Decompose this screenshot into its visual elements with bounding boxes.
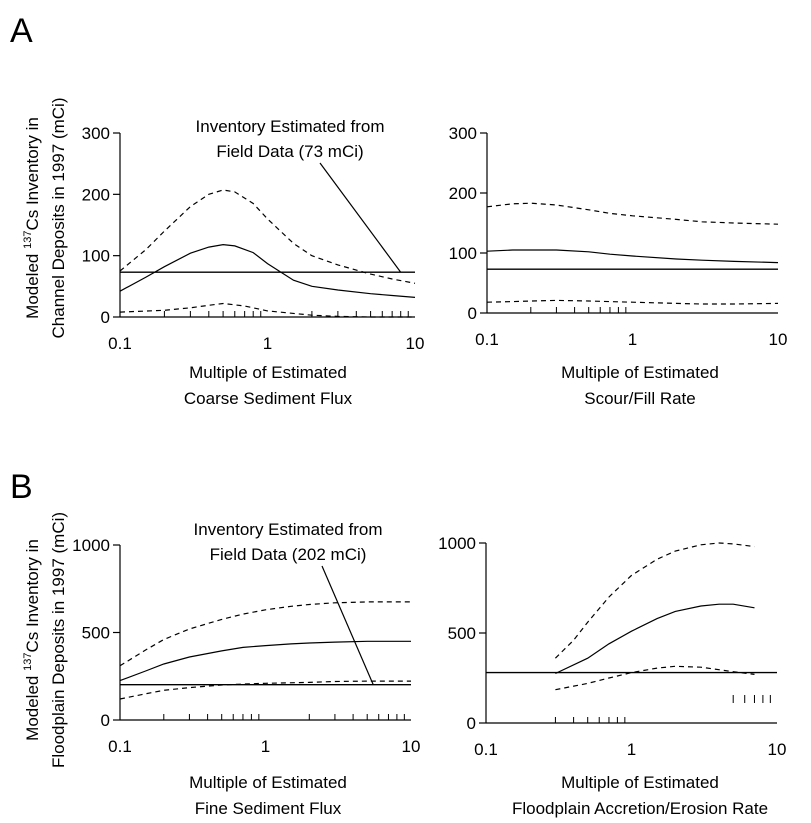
y-tick-label: 0	[468, 304, 477, 323]
chart-floodplain-fine-flux: Modeled 137Cs Inventory in Floodplain De…	[22, 512, 420, 818]
x-tick-label: 0.1	[108, 334, 132, 353]
y-tick-label: 0	[101, 308, 110, 327]
x-axis-label-line2: Coarse Sediment Flux	[184, 389, 353, 408]
x-tick-label: 10	[406, 334, 425, 353]
y-tick-label: 0	[467, 714, 476, 733]
annotation-line1: Inventory Estimated from	[196, 117, 385, 136]
series-line-solid	[486, 249, 779, 264]
x-axis-label-line1: Multiple of Estimated	[561, 773, 719, 792]
series-line-dashed-1	[119, 601, 411, 667]
series-line-dashed-1	[554, 542, 755, 659]
x-axis-label-line1: Multiple of Estimated	[561, 363, 719, 382]
series-line-dashed-2	[486, 299, 779, 305]
series-line-solid	[119, 243, 416, 298]
y-tick-label: 500	[448, 624, 476, 643]
y-axis-label-line2: Floodplain Deposits in 1997 (mCi)	[49, 512, 68, 768]
x-tick-label: 1	[261, 737, 270, 756]
y-tick-label: 300	[449, 124, 477, 143]
x-tick-label: 0.1	[108, 737, 132, 756]
x-tick-label: 10	[402, 737, 421, 756]
series-line-dashed-2	[555, 665, 755, 691]
y-tick-label: 100	[82, 247, 110, 266]
x-tick-label: 10	[769, 330, 788, 349]
chart-floodplain-accretion: Multiple of Estimated Floodplain Accreti…	[438, 534, 786, 818]
x-tick-label: 1	[263, 334, 272, 353]
series-line-solid	[555, 603, 755, 675]
annotation-leader-line	[319, 162, 402, 273]
x-tick-label: 1	[628, 330, 637, 349]
x-tick-label: 0.1	[475, 330, 499, 349]
y-tick-label: 0	[101, 711, 110, 730]
x-axis-label-line2: Scour/Fill Rate	[584, 389, 695, 408]
y-tick-label: 200	[82, 185, 110, 204]
y-axis-label-line1: Modeled 137Cs Inventory in	[22, 539, 42, 741]
y-tick-label: 1000	[72, 536, 110, 555]
x-tick-label: 1	[627, 740, 636, 759]
y-axis-label-line2: Channel Deposits in 1997 (mCi)	[49, 98, 68, 339]
chart-channel-scour-fill: Multiple of Estimated Scour/Fill Rate 0 1…	[449, 124, 788, 408]
x-axis-label-line2: Fine Sediment Flux	[195, 799, 342, 818]
chart-channel-coarse-flux: Modeled 137Cs Inventory in Channel Depos…	[22, 98, 424, 408]
x-tick-label: 10	[768, 740, 787, 759]
panel-label-b: B	[10, 468, 33, 506]
x-axis-label-line1: Multiple of Estimated	[189, 363, 347, 382]
series-line-solid	[119, 640, 411, 682]
annotation-line1: Inventory Estimated from	[194, 520, 383, 539]
series-line-dashed-2	[119, 680, 411, 700]
y-tick-label: 1000	[438, 534, 476, 553]
series-line-dashed-1	[119, 189, 416, 284]
x-axis-label-line1: Multiple of Estimated	[189, 773, 347, 792]
y-tick-label: 100	[449, 244, 477, 263]
annotation-line2: Field Data (73 mCi)	[216, 142, 363, 161]
x-tick-label: 0.1	[474, 740, 498, 759]
y-tick-label: 500	[82, 624, 110, 643]
x-axis-label-line2: Floodplain Accretion/Erosion Rate	[512, 799, 768, 818]
y-axis-label-line1: Modeled 137Cs Inventory in	[22, 117, 42, 319]
annotation-leader-line	[321, 565, 374, 685]
y-tick-label: 300	[82, 124, 110, 143]
y-tick-label: 200	[449, 184, 477, 203]
panel-label-a: A	[10, 12, 33, 50]
series-line-dashed-1	[486, 202, 779, 225]
annotation-line2: Field Data (202 mCi)	[210, 545, 367, 564]
